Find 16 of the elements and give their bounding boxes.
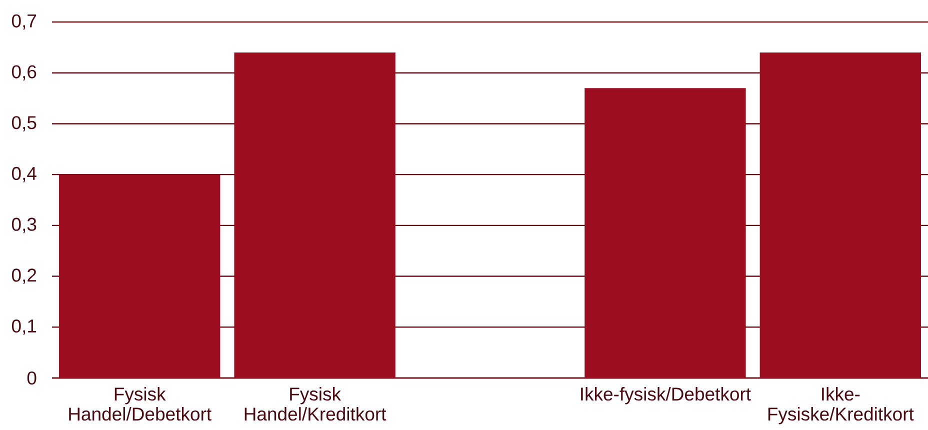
- y-tick-label: 0,6: [12, 65, 36, 80]
- y-tick-label: 0,2: [12, 268, 36, 284]
- bar: [59, 174, 220, 378]
- y-tick-label: 0,4: [12, 166, 36, 182]
- y-tick-label: 0: [27, 371, 36, 385]
- y-tick-label: 0,7: [12, 14, 36, 30]
- bar: [760, 52, 921, 378]
- x-tick-label: Fysisk Handel/Debetkort: [69, 387, 212, 421]
- y-tick-label: 0,3: [12, 218, 36, 234]
- y-tick-label: 0,5: [12, 116, 36, 132]
- x-tick-label: Ikke-fysisk/Debetkort: [581, 387, 751, 404]
- x-tick-label: Fysisk Handel/Kreditkort: [244, 387, 386, 421]
- bar: [584, 88, 746, 378]
- bar: [234, 52, 396, 378]
- y-tick-label: 0,1: [12, 319, 36, 335]
- x-tick-label: Ikke-Fysiske/Kreditkort: [768, 387, 914, 424]
